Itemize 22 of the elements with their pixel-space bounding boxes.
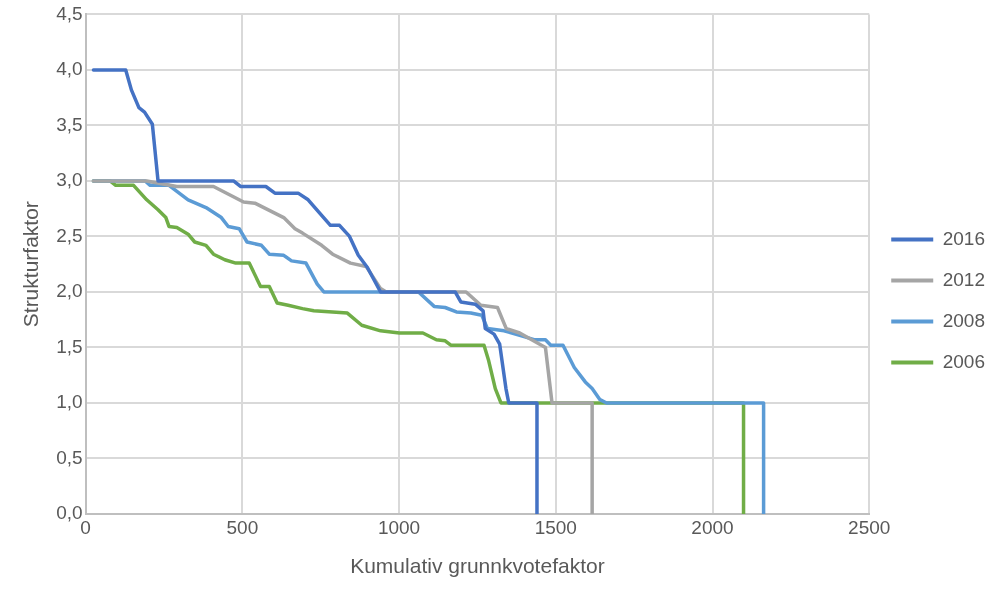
y-tick-label: 3,0 <box>56 169 83 191</box>
legend-label: 2016 <box>942 227 986 249</box>
x-tick-label: 2000 <box>691 516 734 538</box>
y-tick-label: 2,5 <box>56 224 83 246</box>
y-tick-label: 2,0 <box>56 280 83 302</box>
y-tick-label: 0,5 <box>56 446 83 468</box>
y-tick-label: 0,0 <box>56 502 83 524</box>
y-tick-label: 4,5 <box>56 2 83 24</box>
legend-label: 2006 <box>942 350 986 372</box>
y-tick-label: 4,0 <box>56 58 83 80</box>
y-axis-title: Strukturfaktor <box>19 201 43 328</box>
y-tick-label: 1,5 <box>56 335 83 357</box>
x-tick-label: 0 <box>80 516 91 538</box>
y-tick-label: 1,0 <box>56 391 83 413</box>
legend-label: 2012 <box>942 268 986 290</box>
x-axis-title: Kumulativ grunnkvotefaktor <box>350 554 605 578</box>
x-tick-label: 1000 <box>377 516 421 538</box>
x-tick-label: 1500 <box>534 516 577 538</box>
x-tick-label: 2500 <box>848 516 891 538</box>
legend-label: 2008 <box>942 309 986 331</box>
y-tick-label: 3,5 <box>56 113 83 135</box>
x-tick-label: 500 <box>226 516 259 538</box>
